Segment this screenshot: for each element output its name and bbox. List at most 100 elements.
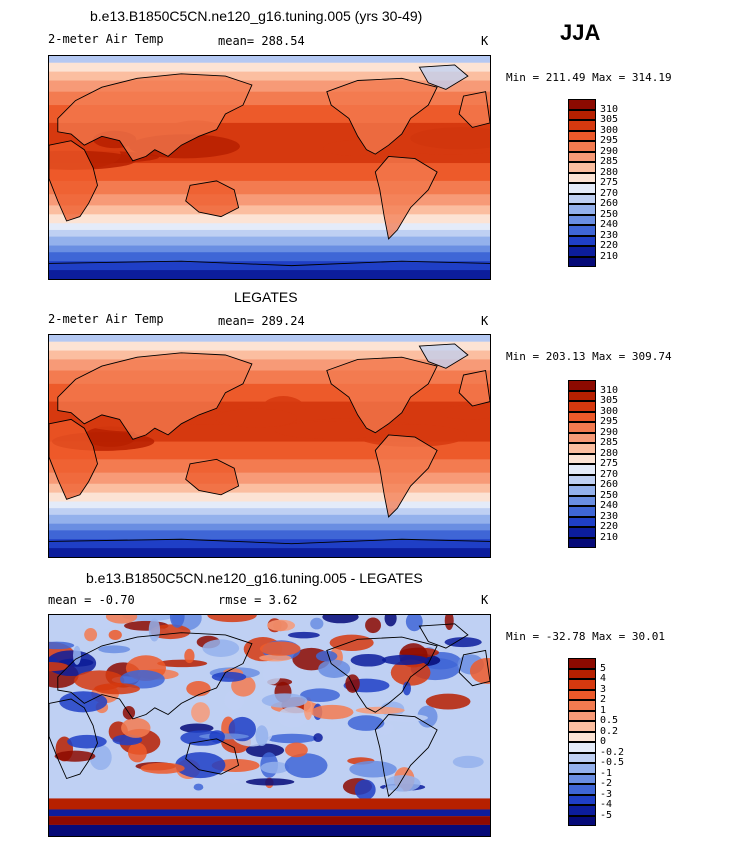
panel-1-colorbar-box	[568, 151, 596, 162]
panel-2-colorbar-box	[568, 506, 596, 517]
panel-1-units: K	[481, 34, 489, 48]
panel-2-colorbar-label: 280	[600, 447, 619, 459]
panel-1-colorbar-box	[568, 225, 596, 236]
panel-3-colorbar-label: -2	[600, 778, 613, 789]
panel-2-colorbar-box	[568, 537, 596, 548]
panel-1-colorbar-label: 300	[600, 124, 619, 136]
panel-2-colorbar-label: 300	[600, 405, 619, 417]
panel-1-colorbar-box	[568, 109, 596, 120]
panel-3-colorbar-box	[568, 784, 596, 795]
panel-2-colorbar: 310 305 300 295 290 285 280 275 270 260 250 240 230 2…	[568, 380, 678, 555]
panel-2-colorbar-box	[568, 453, 596, 464]
panel-2-colorbar-label: 250	[600, 489, 619, 501]
panel-1-colorbar-box	[568, 246, 596, 257]
panel-2-units: K	[481, 314, 489, 328]
panel-1-colorbar-label: 240	[600, 219, 619, 230]
panel-2-mean: mean= 289.24	[218, 314, 305, 328]
panel-3-colorbar-label: -4	[600, 799, 613, 810]
panel-1-colorbar-label: 285	[600, 156, 619, 167]
panel-1-colorbar-box	[568, 99, 596, 110]
panel-3-colorbar-label: 3	[600, 683, 607, 695]
panel-3-colorbar-label: 2	[600, 694, 607, 705]
panel-2-colorbar-box	[568, 485, 596, 496]
panel-3-colorbar-label: 0.5	[600, 715, 619, 726]
panel-3-colorbar-box	[568, 731, 596, 742]
panel-3-colorbar-box	[568, 763, 596, 774]
panel-2-colorbar-label: 240	[600, 500, 619, 511]
panel-1-left-label: 2-meter Air Temp	[48, 32, 164, 46]
panel-1-colorbar-box	[568, 193, 596, 204]
panel-2-colorbar-box	[568, 516, 596, 527]
panel-2-colorbar-box	[568, 527, 596, 538]
panel-2-colorbar-box	[568, 380, 596, 391]
panel-1-colorbar-label: 275	[600, 177, 619, 188]
panel-3-colorbar-box	[568, 668, 596, 679]
panel-1-minmax: Min = 211.49 Max = 314.19	[506, 71, 672, 84]
panel-2-colorbar-box	[568, 411, 596, 422]
panel-2-colorbar-box	[568, 495, 596, 506]
panel-2-colorbar-box	[568, 401, 596, 412]
panel-2-colorbar-box	[568, 390, 596, 401]
panel-3-colorbar-box	[568, 742, 596, 753]
panel-3-colorbar-box	[568, 689, 596, 700]
panel-3-colorbar-label: -0.2	[600, 746, 625, 758]
panel-1-colorbar-label: 305	[600, 114, 619, 125]
panel-1-colorbar-box	[568, 256, 596, 267]
panel-2-colorbar-label: 260	[600, 479, 619, 490]
panel-1-colorbar-label: 260	[600, 198, 619, 209]
panel-1-colorbar-label: 310	[600, 103, 619, 115]
panel-1-colorbar-label: 210	[600, 250, 619, 262]
panel-1-colorbar-box	[568, 235, 596, 246]
panel-2-colorbar-box	[568, 432, 596, 443]
panel-2-colorbar-box	[568, 474, 596, 485]
panel-2-colorbar-label: 285	[600, 437, 619, 448]
panel-2-colorbar-box	[568, 443, 596, 454]
panel-3-colorbar-label: 5	[600, 662, 607, 674]
panel-2-colorbar-box	[568, 464, 596, 475]
panel-1-colorbar-box	[568, 183, 596, 194]
panel-3-colorbar-box	[568, 805, 596, 816]
panel-1-colorbar-box	[568, 204, 596, 215]
panel-1-colorbar: 310 305 300 295 290 285 280 275 270 260 250 240 230 2…	[568, 99, 678, 274]
panel-3-colorbar-label: -3	[600, 788, 613, 800]
panel-3-colorbar-label: 0	[600, 736, 607, 747]
panel-1-colorbar-box	[568, 130, 596, 141]
panel-2-map	[48, 334, 491, 558]
panel-3-colorbar-label: 4	[600, 673, 607, 684]
panel-3-colorbar-box	[568, 658, 596, 669]
panel-3-colorbar-box	[568, 773, 596, 784]
panel-3-colorbar-box	[568, 794, 596, 805]
panel-1-colorbar-box	[568, 162, 596, 173]
panel-2-colorbar-label: 275	[600, 458, 619, 469]
panel-1-colorbar-box	[568, 120, 596, 131]
panel-1-mean: mean= 288.54	[218, 34, 305, 48]
panel-1-colorbar-box	[568, 214, 596, 225]
panel-3-colorbar-label: 0.2	[600, 725, 619, 737]
panel-3-colorbar-box	[568, 721, 596, 732]
panel-3-rmse: rmse = 3.62	[218, 593, 298, 607]
panel-3-colorbar-box	[568, 752, 596, 763]
panel-3-colorbar-label: -5	[600, 809, 613, 821]
panel-2-minmax: Min = 203.13 Max = 309.74	[506, 350, 672, 363]
panel-2-colorbar-label: 305	[600, 395, 619, 406]
panel-1-title: b.e13.B1850C5CN.ne120_g16.tuning.005 (yr…	[90, 8, 423, 24]
panel-1-colorbar-label: 250	[600, 208, 619, 220]
panel-2-colorbar-label: 230	[600, 510, 619, 522]
panel-1-colorbar-label: 230	[600, 229, 619, 241]
panel-1-colorbar-label: 280	[600, 166, 619, 178]
panel-2-colorbar-label: 310	[600, 384, 619, 396]
panel-3-mean: mean = -0.70	[48, 593, 135, 607]
panel-1-colorbar-box	[568, 141, 596, 152]
panel-1-colorbar-label: 220	[600, 240, 619, 251]
panel-3-units: K	[481, 593, 489, 607]
panel-3-minmax: Min = -32.78 Max = 30.01	[506, 630, 665, 643]
panel-3-colorbar-box	[568, 679, 596, 690]
season-label: JJA	[560, 20, 601, 45]
panel-2-colorbar-box	[568, 422, 596, 433]
panel-3-colorbar-box	[568, 815, 596, 826]
panel-1-colorbar-label: 290	[600, 145, 619, 157]
panel-1-colorbar-box	[568, 172, 596, 183]
panel-1-map	[48, 55, 491, 280]
panel-3-map	[48, 614, 491, 837]
panel-3-title: b.e13.B1850C5CN.ne120_g16.tuning.005 - L…	[86, 570, 423, 586]
